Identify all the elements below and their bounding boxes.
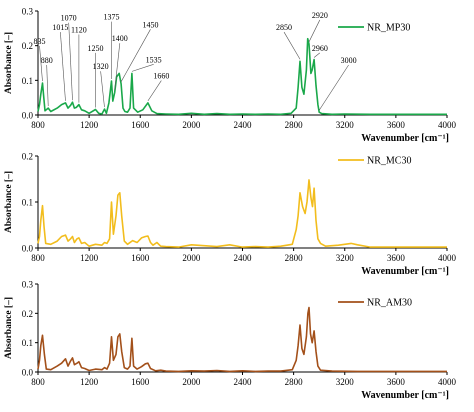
legend-label: NR_MP30: [367, 23, 410, 34]
y-tick-label: 0.2: [22, 41, 33, 51]
series-line-nr-am30: [37, 306, 447, 373]
legend-label: NR_MC30: [367, 156, 411, 167]
annotation-leader-line: [114, 43, 121, 91]
x-tick-label: 4000: [438, 120, 457, 130]
annotation-leader-line: [147, 80, 162, 102]
peak-annotation-label: 1400: [112, 34, 128, 43]
y-tick-label: 0.1: [22, 338, 33, 348]
peak-annotation-label: 1320: [93, 62, 109, 71]
annotation-leader-line: [131, 64, 154, 72]
peak-annotation-label: 1120: [71, 25, 87, 34]
peak-annotation-label: 1660: [153, 72, 169, 81]
x-tick-label: 2000: [182, 253, 201, 263]
annotation-leader-line: [68, 22, 73, 101]
x-tick-label: 3600: [387, 253, 406, 263]
x-tick-label: 4000: [438, 253, 457, 263]
annotation-leader-line: [308, 19, 321, 43]
y-axis-label: Absorbance [–]: [4, 32, 14, 94]
x-tick-label: 800: [31, 120, 45, 130]
legend-label: NR_AM30: [367, 298, 412, 309]
peak-annotation-label: 1375: [103, 13, 119, 22]
x-axis-label: Wavenumber [cm⁻¹]: [361, 390, 449, 401]
peak-annotation-label: 1070: [61, 14, 77, 23]
series-line-nr-mc30: [37, 179, 447, 248]
peak-annotation-label: 1450: [142, 20, 158, 29]
y-tick-label: 0.2: [22, 152, 33, 162]
y-tick-label: 0.1: [22, 198, 33, 208]
x-tick-label: 3200: [336, 377, 355, 387]
x-tick-label: 4000: [438, 377, 457, 387]
x-tick-label: 2400: [234, 253, 253, 263]
peak-annotation-label: 880: [41, 56, 53, 65]
annotation-leader-line: [313, 52, 321, 58]
annotation-leader-line: [60, 32, 66, 101]
x-tick-label: 3600: [387, 120, 406, 130]
peak-annotation-label: 1535: [146, 55, 162, 64]
peak-annotation-label: 835: [34, 37, 46, 46]
y-tick-label: 0.0: [22, 368, 34, 378]
x-tick-label: 2400: [234, 120, 253, 130]
peak-annotation-label: 2920: [312, 11, 328, 20]
annotation-leader-line: [283, 31, 301, 60]
x-tick-label: 800: [31, 253, 45, 263]
annotation-leader-line: [100, 71, 105, 108]
peak-annotation-label: 3000: [341, 56, 357, 65]
x-tick-label: 1600: [131, 253, 150, 263]
y-tick-label: 0.0: [22, 244, 34, 254]
x-axis-label: Wavenumber [cm⁻¹]: [361, 133, 449, 144]
x-tick-label: 1200: [80, 253, 99, 263]
annotation-leader-line: [318, 64, 349, 111]
x-tick-label: 3200: [336, 120, 355, 130]
x-tick-label: 1200: [80, 377, 99, 387]
x-tick-label: 2800: [285, 120, 304, 130]
y-tick-label: 0.3: [22, 280, 34, 290]
peak-annotation-label: 1015: [52, 23, 68, 32]
peak-annotation-label: 1250: [88, 44, 104, 53]
annotation-leader-line: [39, 45, 43, 82]
x-tick-label: 1600: [131, 377, 150, 387]
series-line-nr-mp30: [37, 37, 447, 116]
y-axis-label: Absorbance [–]: [4, 297, 14, 359]
x-tick-label: 2400: [234, 377, 253, 387]
y-tick-label: 0.0: [22, 111, 34, 121]
x-tick-label: 1600: [131, 120, 150, 130]
peak-annotation-label: 2850: [276, 23, 292, 32]
peak-annotation-label: 2960: [312, 44, 328, 53]
annotation-leader-line: [46, 64, 49, 107]
x-tick-label: 800: [31, 377, 45, 387]
y-axis-label: Absorbance [–]: [4, 171, 14, 233]
chart-panel-3: 0.0 0.1 0.2 0.3 800 1200 1600 2000 2400 2800 3200 3…: [4, 280, 457, 402]
x-tick-label: 1200: [80, 120, 99, 130]
y-tick-label: 0.2: [22, 309, 33, 319]
chart-panel-1: 0.0 0.1 0.2 0.3 800 1200 1600 2000 2400 2800 3200 3…: [4, 7, 457, 145]
x-axis-label: Wavenumber [cm⁻¹]: [361, 266, 449, 277]
x-tick-label: 3200: [336, 253, 355, 263]
x-tick-label: 2000: [182, 120, 201, 130]
x-tick-label: 3600: [387, 377, 406, 387]
x-tick-label: 2800: [285, 377, 304, 387]
y-tick-label: 0.3: [22, 7, 34, 17]
x-tick-label: 2800: [285, 253, 304, 263]
x-tick-label: 2000: [182, 377, 201, 387]
annotation-leader-line: [120, 29, 151, 82]
chart-panel-2: 0.0 0.1 0.2 800 1200 1600 2000 2400 2800 3200 3600…: [4, 152, 457, 278]
y-tick-label: 0.1: [22, 76, 33, 86]
